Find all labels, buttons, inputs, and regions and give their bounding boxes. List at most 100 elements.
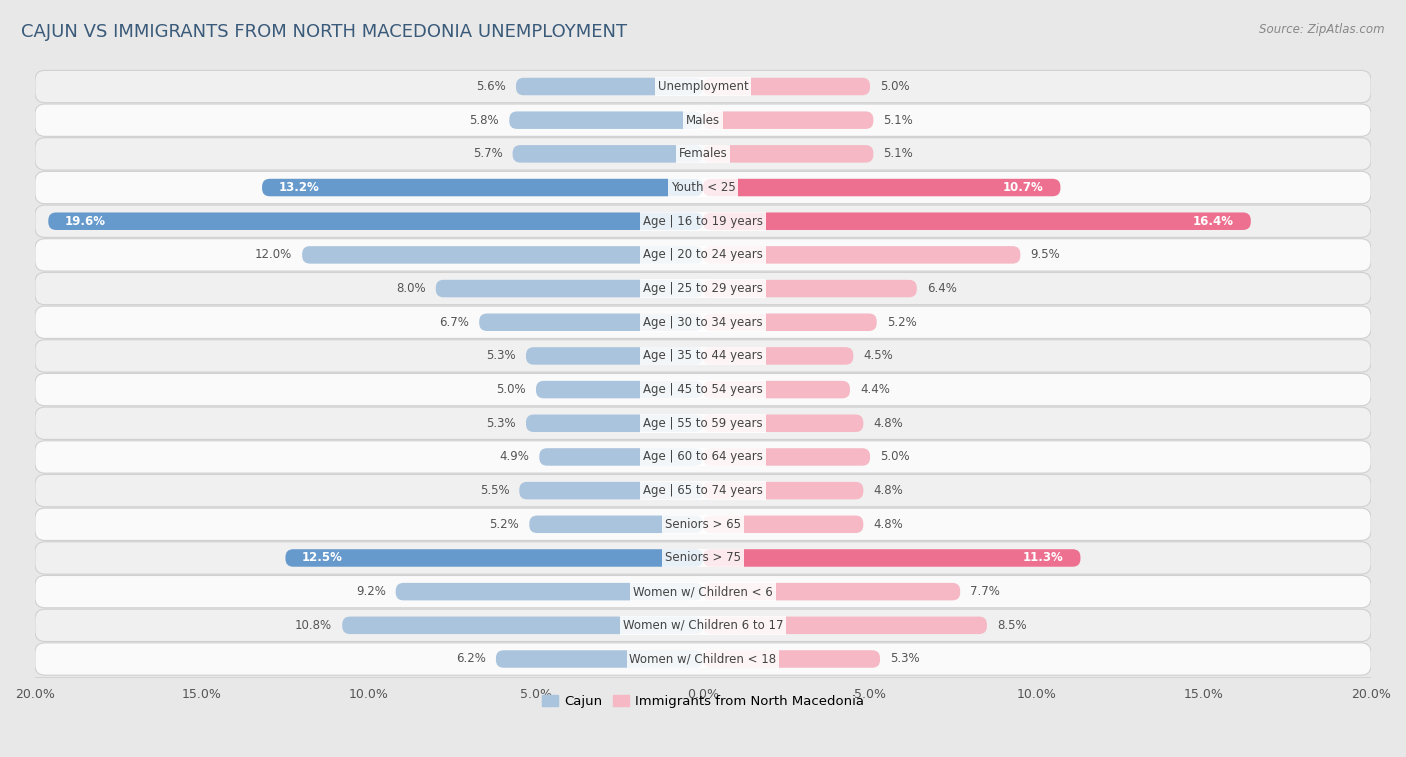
FancyBboxPatch shape: [703, 650, 880, 668]
Text: Age | 20 to 24 years: Age | 20 to 24 years: [643, 248, 763, 261]
Text: 12.5%: 12.5%: [302, 551, 343, 565]
FancyBboxPatch shape: [703, 111, 873, 129]
Text: 6.7%: 6.7%: [439, 316, 470, 329]
FancyBboxPatch shape: [35, 373, 1371, 406]
FancyBboxPatch shape: [35, 475, 1371, 506]
Text: Males: Males: [686, 114, 720, 126]
Text: 10.7%: 10.7%: [1002, 181, 1043, 194]
Text: Seniors > 75: Seniors > 75: [665, 551, 741, 565]
Text: 5.3%: 5.3%: [486, 417, 516, 430]
Text: 8.5%: 8.5%: [997, 618, 1026, 632]
FancyBboxPatch shape: [529, 516, 703, 533]
Text: 5.1%: 5.1%: [883, 114, 912, 126]
FancyBboxPatch shape: [262, 179, 703, 196]
Text: 5.0%: 5.0%: [880, 450, 910, 463]
FancyBboxPatch shape: [285, 550, 703, 567]
Text: Youth < 25: Youth < 25: [671, 181, 735, 194]
FancyBboxPatch shape: [35, 138, 1371, 170]
FancyBboxPatch shape: [302, 246, 703, 263]
FancyBboxPatch shape: [35, 575, 1371, 608]
FancyBboxPatch shape: [35, 70, 1371, 103]
Text: Women w/ Children < 18: Women w/ Children < 18: [630, 653, 776, 665]
Text: 5.0%: 5.0%: [496, 383, 526, 396]
Text: Age | 25 to 29 years: Age | 25 to 29 years: [643, 282, 763, 295]
FancyBboxPatch shape: [703, 246, 1021, 263]
Text: 5.1%: 5.1%: [883, 148, 912, 160]
Text: 4.8%: 4.8%: [873, 484, 903, 497]
Text: Age | 60 to 64 years: Age | 60 to 64 years: [643, 450, 763, 463]
Text: 5.2%: 5.2%: [489, 518, 519, 531]
Text: 5.3%: 5.3%: [890, 653, 920, 665]
Text: 6.4%: 6.4%: [927, 282, 956, 295]
Text: 16.4%: 16.4%: [1194, 215, 1234, 228]
FancyBboxPatch shape: [516, 78, 703, 95]
FancyBboxPatch shape: [526, 415, 703, 432]
FancyBboxPatch shape: [703, 415, 863, 432]
Text: 4.9%: 4.9%: [499, 450, 529, 463]
Legend: Cajun, Immigrants from North Macedonia: Cajun, Immigrants from North Macedonia: [537, 690, 869, 714]
FancyBboxPatch shape: [519, 482, 703, 500]
Text: Women w/ Children < 6: Women w/ Children < 6: [633, 585, 773, 598]
Text: 13.2%: 13.2%: [278, 181, 319, 194]
FancyBboxPatch shape: [703, 550, 1080, 567]
Text: Age | 35 to 44 years: Age | 35 to 44 years: [643, 350, 763, 363]
Text: 7.7%: 7.7%: [970, 585, 1000, 598]
FancyBboxPatch shape: [35, 171, 1371, 204]
Text: 9.2%: 9.2%: [356, 585, 385, 598]
Text: 5.6%: 5.6%: [477, 80, 506, 93]
FancyBboxPatch shape: [703, 145, 873, 163]
FancyBboxPatch shape: [35, 508, 1371, 540]
Text: 5.7%: 5.7%: [472, 148, 502, 160]
FancyBboxPatch shape: [35, 542, 1371, 574]
FancyBboxPatch shape: [342, 616, 703, 634]
FancyBboxPatch shape: [703, 381, 851, 398]
Text: Age | 30 to 34 years: Age | 30 to 34 years: [643, 316, 763, 329]
Text: 5.2%: 5.2%: [887, 316, 917, 329]
FancyBboxPatch shape: [479, 313, 703, 331]
Text: Seniors > 65: Seniors > 65: [665, 518, 741, 531]
Text: Unemployment: Unemployment: [658, 80, 748, 93]
Text: CAJUN VS IMMIGRANTS FROM NORTH MACEDONIA UNEMPLOYMENT: CAJUN VS IMMIGRANTS FROM NORTH MACEDONIA…: [21, 23, 627, 41]
FancyBboxPatch shape: [703, 280, 917, 298]
Text: 5.0%: 5.0%: [880, 80, 910, 93]
FancyBboxPatch shape: [703, 583, 960, 600]
FancyBboxPatch shape: [48, 213, 703, 230]
Text: 4.8%: 4.8%: [873, 518, 903, 531]
FancyBboxPatch shape: [536, 381, 703, 398]
Text: 9.5%: 9.5%: [1031, 248, 1060, 261]
FancyBboxPatch shape: [703, 616, 987, 634]
FancyBboxPatch shape: [703, 213, 1251, 230]
Text: Females: Females: [679, 148, 727, 160]
Text: Age | 45 to 54 years: Age | 45 to 54 years: [643, 383, 763, 396]
FancyBboxPatch shape: [703, 347, 853, 365]
FancyBboxPatch shape: [703, 448, 870, 466]
FancyBboxPatch shape: [35, 340, 1371, 372]
FancyBboxPatch shape: [509, 111, 703, 129]
Text: 11.3%: 11.3%: [1024, 551, 1064, 565]
Text: 5.3%: 5.3%: [486, 350, 516, 363]
Text: 8.0%: 8.0%: [396, 282, 426, 295]
FancyBboxPatch shape: [703, 516, 863, 533]
Text: 4.4%: 4.4%: [860, 383, 890, 396]
Text: Source: ZipAtlas.com: Source: ZipAtlas.com: [1260, 23, 1385, 36]
FancyBboxPatch shape: [35, 643, 1371, 675]
FancyBboxPatch shape: [526, 347, 703, 365]
Text: 19.6%: 19.6%: [65, 215, 105, 228]
FancyBboxPatch shape: [35, 306, 1371, 338]
Text: 5.5%: 5.5%: [479, 484, 509, 497]
FancyBboxPatch shape: [35, 205, 1371, 238]
FancyBboxPatch shape: [436, 280, 703, 298]
FancyBboxPatch shape: [540, 448, 703, 466]
Text: 12.0%: 12.0%: [254, 248, 292, 261]
Text: 5.8%: 5.8%: [470, 114, 499, 126]
FancyBboxPatch shape: [703, 179, 1060, 196]
FancyBboxPatch shape: [703, 313, 877, 331]
FancyBboxPatch shape: [395, 583, 703, 600]
FancyBboxPatch shape: [496, 650, 703, 668]
FancyBboxPatch shape: [703, 78, 870, 95]
FancyBboxPatch shape: [35, 104, 1371, 136]
FancyBboxPatch shape: [35, 238, 1371, 271]
FancyBboxPatch shape: [513, 145, 703, 163]
Text: 6.2%: 6.2%: [456, 653, 486, 665]
Text: Age | 55 to 59 years: Age | 55 to 59 years: [643, 417, 763, 430]
